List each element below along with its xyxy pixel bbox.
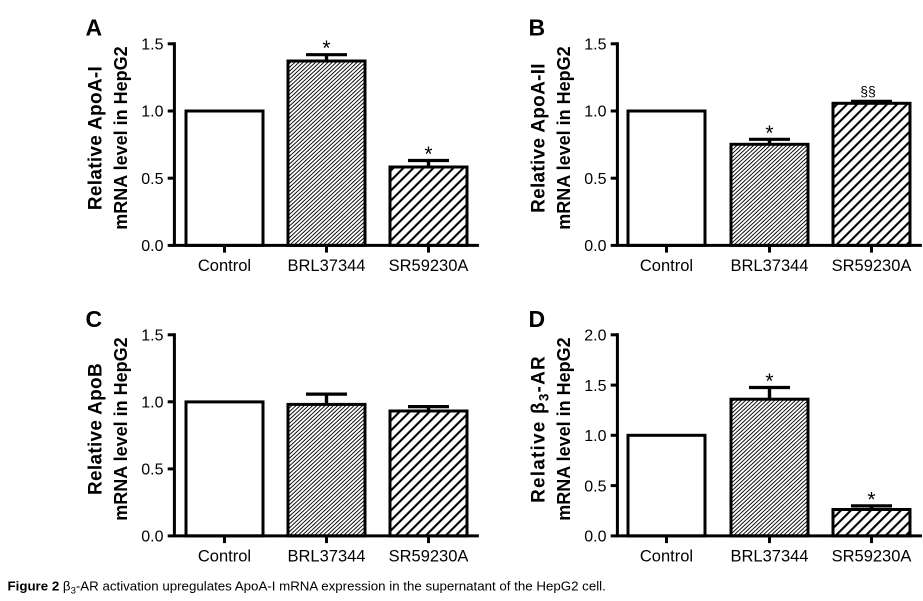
svg-text:0.0: 0.0 [141, 529, 163, 546]
svg-text:1.0: 1.0 [584, 104, 606, 121]
svg-text:1.0: 1.0 [141, 395, 163, 412]
svg-text:0.5: 0.5 [584, 478, 606, 495]
svg-text:D: D [529, 306, 546, 332]
svg-text:BRL37344: BRL37344 [731, 548, 809, 566]
svg-text:SR59230A: SR59230A [832, 548, 912, 566]
svg-text:SR59230A: SR59230A [389, 548, 469, 566]
svg-text:SR59230A: SR59230A [389, 257, 469, 275]
svg-text:Figure 2 β3-AR activation upre: Figure 2 β3-AR activation upregulates Ap… [8, 579, 606, 597]
svg-text:SR59230A: SR59230A [832, 257, 912, 275]
svg-text:Control: Control [640, 548, 693, 566]
svg-text:§§: §§ [860, 83, 876, 99]
svg-text:A: A [86, 15, 103, 41]
svg-text:0.5: 0.5 [141, 462, 163, 479]
svg-text:mRNA level in HepG2: mRNA level in HepG2 [111, 337, 131, 520]
svg-text:BRL37344: BRL37344 [731, 257, 809, 275]
svg-text:*: * [424, 143, 432, 166]
svg-text:Relative ApoA-II: Relative ApoA-II [529, 63, 550, 213]
svg-text:1.0: 1.0 [141, 104, 163, 121]
svg-text:2.0: 2.0 [584, 328, 606, 345]
svg-text:0.0: 0.0 [584, 238, 606, 255]
svg-text:1.5: 1.5 [584, 37, 606, 54]
svg-text:0.0: 0.0 [584, 529, 606, 546]
svg-text:Relative ApoB: Relative ApoB [86, 363, 107, 495]
svg-text:*: * [867, 488, 875, 511]
svg-text:Control: Control [640, 257, 693, 275]
svg-text:1.0: 1.0 [584, 428, 606, 445]
svg-text:Control: Control [198, 548, 251, 566]
svg-text:BRL37344: BRL37344 [288, 548, 366, 566]
svg-text:1.5: 1.5 [584, 378, 606, 395]
svg-text:mRNA level in HepG2: mRNA level in HepG2 [111, 46, 131, 229]
svg-text:0.0: 0.0 [141, 238, 163, 255]
svg-text:Relative β3-AR: Relative β3-AR [529, 355, 552, 503]
svg-text:C: C [86, 306, 103, 332]
svg-text:0.5: 0.5 [584, 171, 606, 188]
svg-text:*: * [765, 370, 773, 393]
svg-text:BRL37344: BRL37344 [288, 257, 366, 275]
svg-text:*: * [322, 37, 330, 60]
svg-text:B: B [529, 15, 546, 41]
svg-text:Relative ApoA-I: Relative ApoA-I [86, 66, 107, 210]
svg-text:1.5: 1.5 [141, 37, 163, 54]
svg-text:mRNA level in HepG2: mRNA level in HepG2 [554, 337, 574, 520]
svg-text:1.5: 1.5 [141, 328, 163, 345]
svg-text:Control: Control [198, 257, 251, 275]
svg-text:0.5: 0.5 [141, 171, 163, 188]
svg-text:mRNA level in HepG2: mRNA level in HepG2 [554, 46, 574, 229]
svg-text:*: * [765, 122, 773, 145]
